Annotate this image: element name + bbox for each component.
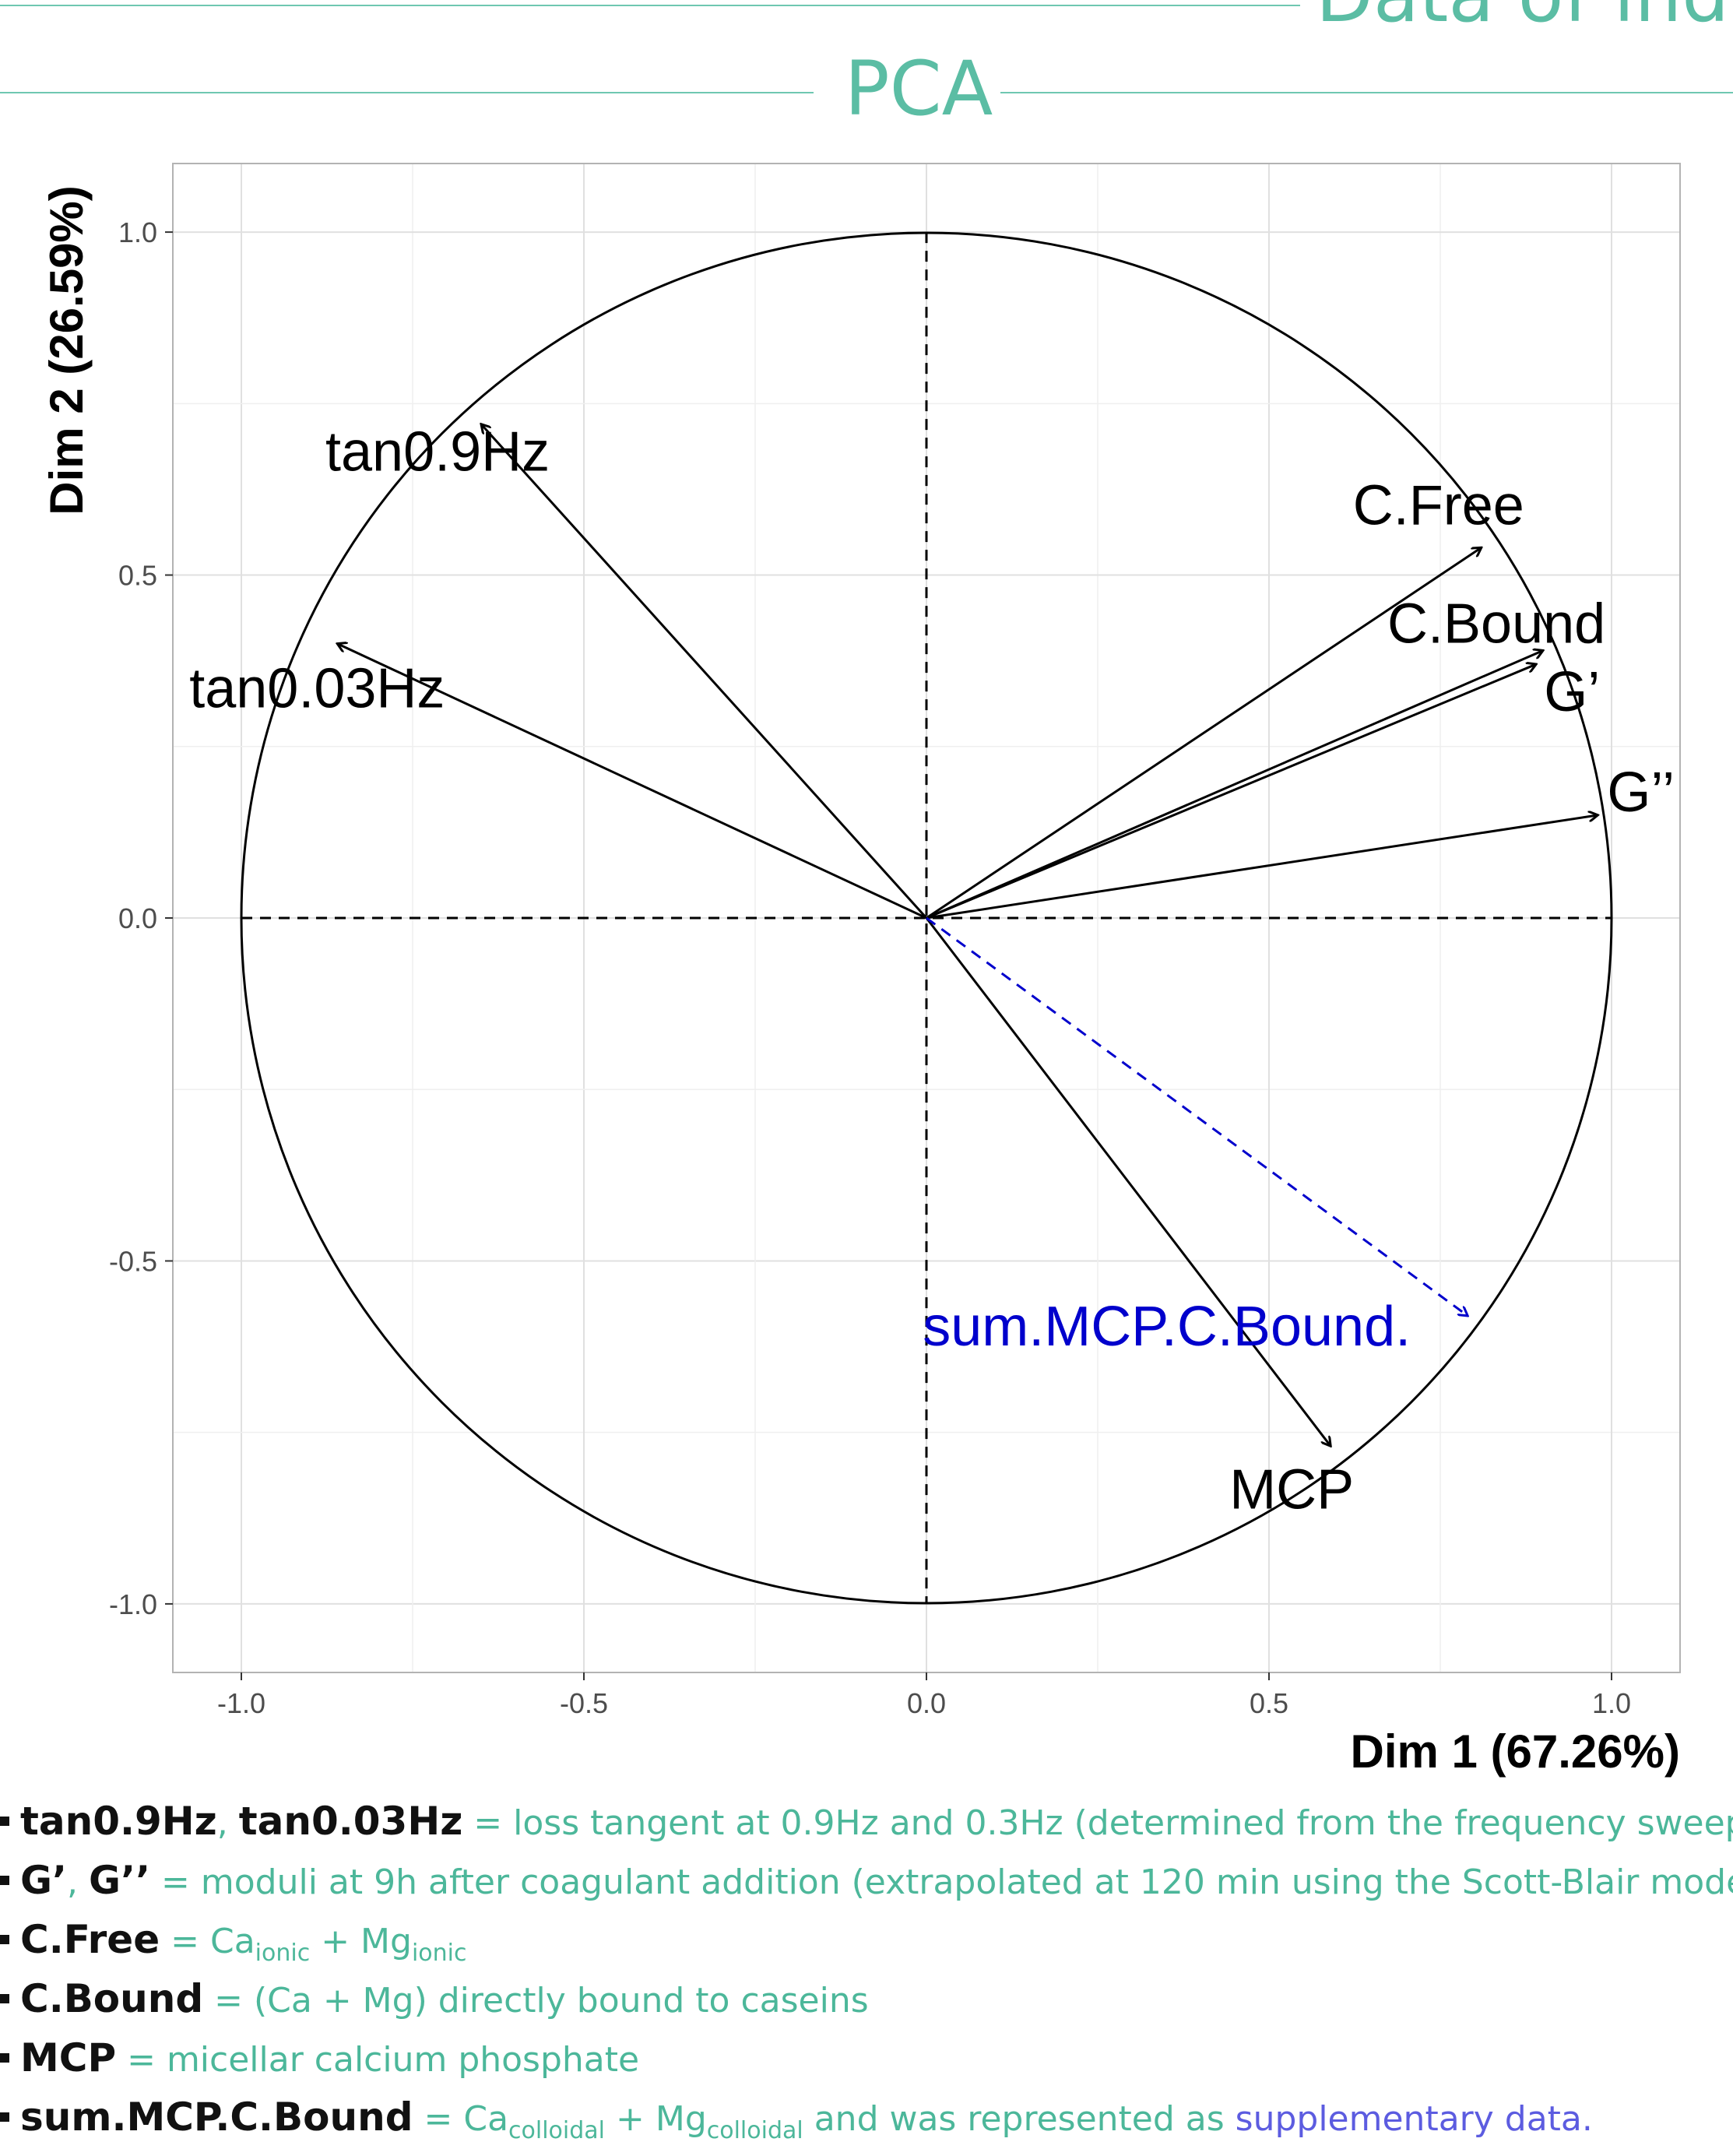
bullet-icon xyxy=(0,1935,9,1944)
legend-subscript: colloidal xyxy=(706,2116,803,2144)
vector-label-3: C.Bound xyxy=(1387,593,1605,655)
y-axis-title: Dim 2 (26.59%) xyxy=(40,185,93,515)
vector-arrow-3 xyxy=(926,650,1543,920)
vector-label-4: G’ xyxy=(1544,661,1600,723)
header-rule-top xyxy=(0,5,1300,6)
bullet-icon xyxy=(0,1994,9,2003)
legend-term: C.Free xyxy=(20,1917,160,1962)
vector-label-5: G’’ xyxy=(1607,761,1675,824)
legend-separator: , xyxy=(216,1803,239,1843)
x-tick-label: -1.0 xyxy=(217,1687,265,1719)
y-tick-label: 1.0 xyxy=(118,216,157,248)
vector-arrow-0 xyxy=(481,424,928,920)
legend-subscript: ionic xyxy=(255,1939,311,1967)
legend-description: = loss tangent at 0.9Hz and 0.3Hz (deter… xyxy=(462,1803,1733,1843)
vector-label-0: tan0.9Hz xyxy=(325,421,550,484)
legend-row-mcp: MCP = micellar calcium phosphate xyxy=(0,2035,639,2082)
vector-arrow-5 xyxy=(926,815,1598,920)
x-tick-label: 0.5 xyxy=(1250,1687,1288,1719)
x-tick-label: 1.0 xyxy=(1592,1687,1631,1719)
legend-separator: , xyxy=(67,1862,90,1902)
vector-label-6: MCP xyxy=(1229,1458,1354,1521)
vector-label-7: sum.MCP.C.Bound. xyxy=(923,1296,1411,1358)
axis-layer: -1.0 -0.5 0.0 0.5 1.0 -1.0 -0.5 0.0 0.5 1.0 Dim 1 … xyxy=(40,185,1680,1778)
legend-subscript: colloidal xyxy=(508,2116,606,2144)
bullet-icon xyxy=(0,1876,9,1885)
slide-title: Data of indiv xyxy=(1316,0,1733,39)
legend-equation-plus: + Mg xyxy=(310,1922,412,1961)
legend-row-moduli: G’, G’’ = moduli at 9h after coagulant a… xyxy=(0,1858,1733,1905)
legend-term: G’ xyxy=(20,1858,68,1903)
vector-arrow-4 xyxy=(926,664,1536,920)
vector-arrow-2 xyxy=(926,547,1482,920)
y-tick-label: 0.5 xyxy=(118,560,157,592)
legend-term: G’’ xyxy=(89,1858,151,1903)
x-tick-label: 0.0 xyxy=(907,1687,946,1719)
y-tick-label: 0.0 xyxy=(118,902,157,934)
legend-equation: = Ca xyxy=(160,1922,255,1961)
vector-arrow-1 xyxy=(337,644,927,920)
bullet-icon xyxy=(0,1817,9,1826)
vector-arrow-7 xyxy=(926,916,1468,1316)
legend-equation-plus: + Mg xyxy=(605,2099,707,2139)
title-rule-right xyxy=(1000,92,1733,93)
legend-row-cbound: C.Bound = (Ca + Mg) directly bound to ca… xyxy=(0,1976,869,2023)
legend-row-cfree: C.Free = Caionic + Mgionic xyxy=(0,1917,467,1967)
legend-row-tan: tan0.9Hz, tan0.03Hz = loss tangent at 0.… xyxy=(0,1799,1733,1845)
legend-description: and was represented as xyxy=(803,2099,1236,2139)
x-axis-title: Dim 1 (67.26%) xyxy=(1350,1725,1680,1778)
y-tick-label: -1.0 xyxy=(109,1588,157,1620)
bullet-icon xyxy=(0,2053,9,2063)
legend-supplementary-note: supplementary data. xyxy=(1235,2099,1593,2139)
legend-description: = moduli at 9h after coagulant addition … xyxy=(150,1862,1733,1902)
vector-label-1: tan0.03Hz xyxy=(189,658,445,720)
legend-description: = (Ca + Mg) directly bound to caseins xyxy=(203,1981,869,2021)
bullet-icon xyxy=(0,2112,9,2122)
legend-equation: = Ca xyxy=(413,2099,509,2139)
pca-title: PCA xyxy=(844,45,993,132)
legend-term: tan0.9Hz xyxy=(20,1799,217,1844)
legend-term: sum.MCP.C.Bound xyxy=(20,2094,413,2140)
reference-layer xyxy=(240,231,1613,1605)
legend-row-sum-mcp: sum.MCP.C.Bound = Cacolloidal + Mgcolloi… xyxy=(0,2094,1593,2144)
legend-description: = micellar calcium phosphate xyxy=(116,2040,640,2080)
y-tick-label: -0.5 xyxy=(109,1245,157,1277)
vector-arrow-6 xyxy=(925,917,1331,1446)
legend-term: tan0.03Hz xyxy=(238,1799,463,1844)
legend-term: MCP xyxy=(20,2035,117,2080)
legend-subscript: ionic xyxy=(411,1939,467,1967)
vector-layer xyxy=(337,424,1598,1447)
legend-term: C.Bound xyxy=(20,1976,204,2021)
title-rule-left xyxy=(0,92,814,93)
x-tick-label: -0.5 xyxy=(560,1687,608,1719)
vector-label-2: C.Free xyxy=(1353,474,1524,536)
